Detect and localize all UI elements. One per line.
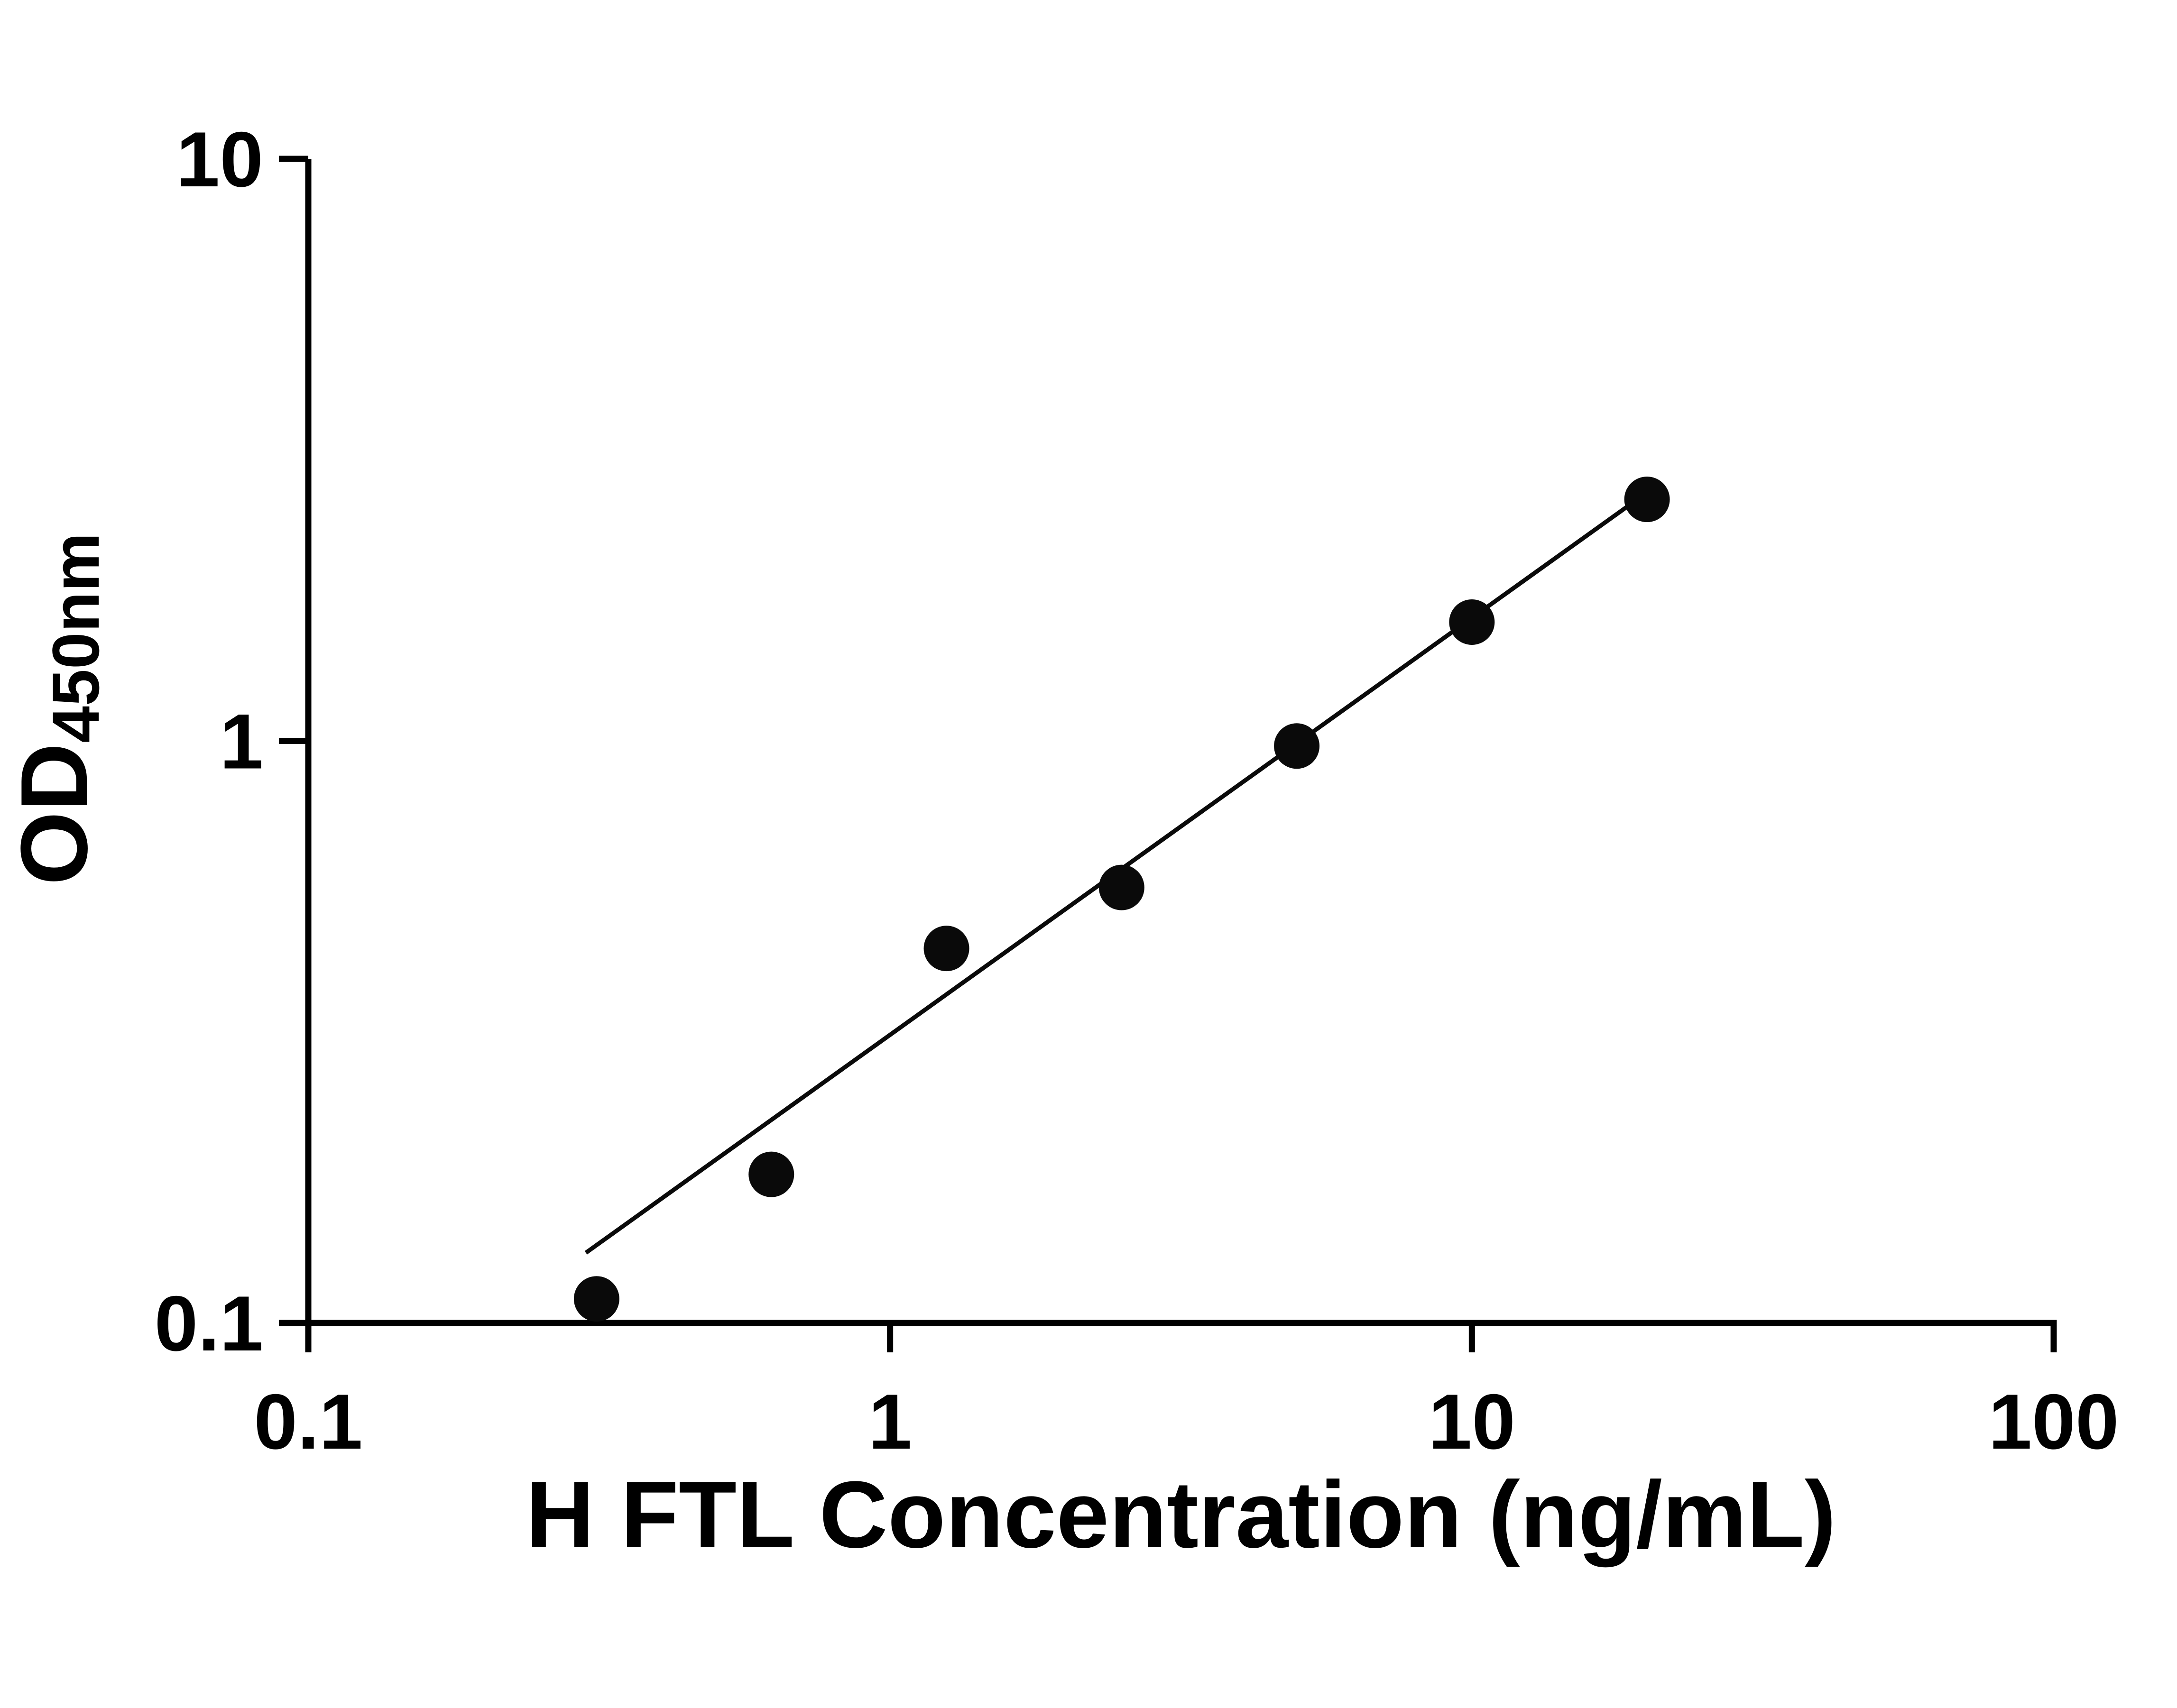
data-point [1624, 477, 1670, 523]
x-axis-tick-label: 1 [868, 1378, 912, 1465]
data-point [923, 926, 969, 972]
data-point [573, 1276, 619, 1322]
x-axis-tick-label: 100 [1988, 1378, 2119, 1465]
y-axis-label-main: OD [1, 743, 107, 885]
y-axis-label: OD450nm [0, 533, 113, 885]
data-point [748, 1151, 794, 1197]
x-axis-tick-label: 10 [1429, 1378, 1516, 1465]
y-axis-tick-label: 1 [220, 698, 263, 785]
x-axis-tick-label: 0.1 [254, 1378, 362, 1465]
data-point [1449, 599, 1495, 645]
data-point [1098, 864, 1144, 910]
x-axis-label: H FTL Concentration (ng/mL) [526, 1462, 1836, 1568]
y-axis-tick-label: 10 [176, 116, 263, 203]
y-axis-label-sub: 450nm [38, 533, 113, 743]
data-point [1274, 723, 1320, 769]
y-axis-tick-label: 0.1 [155, 1280, 263, 1367]
